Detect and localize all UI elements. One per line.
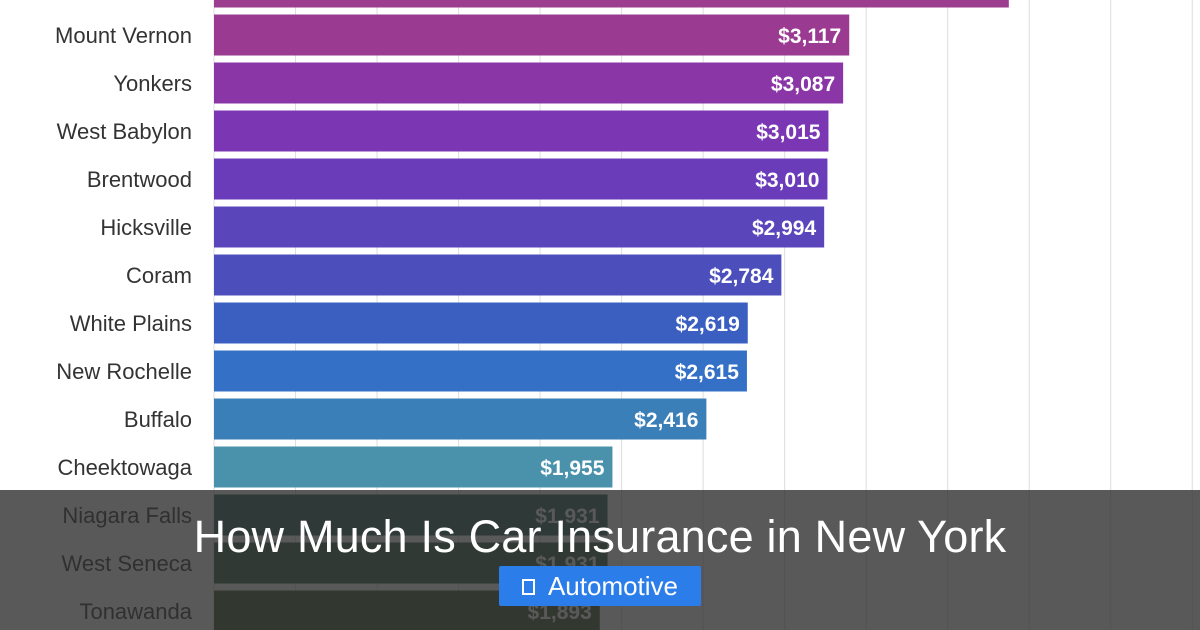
category-label: Hicksville [100, 215, 192, 240]
value-label: $3,087 [771, 73, 835, 96]
bar [214, 350, 747, 392]
category-label: Coram [126, 263, 192, 288]
bar [214, 158, 828, 200]
category-label: Yonkers [113, 71, 192, 96]
bar [214, 0, 1009, 8]
bar [214, 446, 613, 488]
category-label: Mount Vernon [55, 23, 192, 48]
category-label: West Babylon [57, 119, 192, 144]
bar [214, 398, 707, 440]
title-banner [0, 490, 1200, 630]
value-label: $3,015 [756, 121, 821, 144]
bar [214, 62, 844, 104]
value-label: $2,784 [709, 265, 774, 288]
bar [214, 14, 850, 56]
category-label: New Rochelle [56, 359, 192, 384]
category-button[interactable]: Automotive [499, 566, 701, 606]
bar [214, 206, 825, 248]
value-label: $2,994 [752, 217, 817, 240]
category-label: Brentwood [87, 167, 192, 192]
value-label: $2,619 [676, 313, 740, 336]
bar [214, 110, 829, 152]
category-label: Automotive [547, 570, 679, 601]
category-label: Cheektowaga [57, 455, 192, 480]
bar [214, 302, 748, 344]
page-title: How Much Is Car Insurance in New York [193, 511, 1007, 562]
bar [214, 254, 782, 296]
folder-icon [521, 578, 535, 595]
value-label: $1,955 [540, 457, 605, 480]
value-label: $2,615 [675, 361, 740, 384]
value-label: $3,117 [778, 25, 841, 48]
category-label: White Plains [70, 311, 192, 336]
category-label: Buffalo [124, 407, 192, 432]
value-label: $3,010 [755, 169, 819, 192]
value-label: $2,416 [634, 409, 698, 432]
